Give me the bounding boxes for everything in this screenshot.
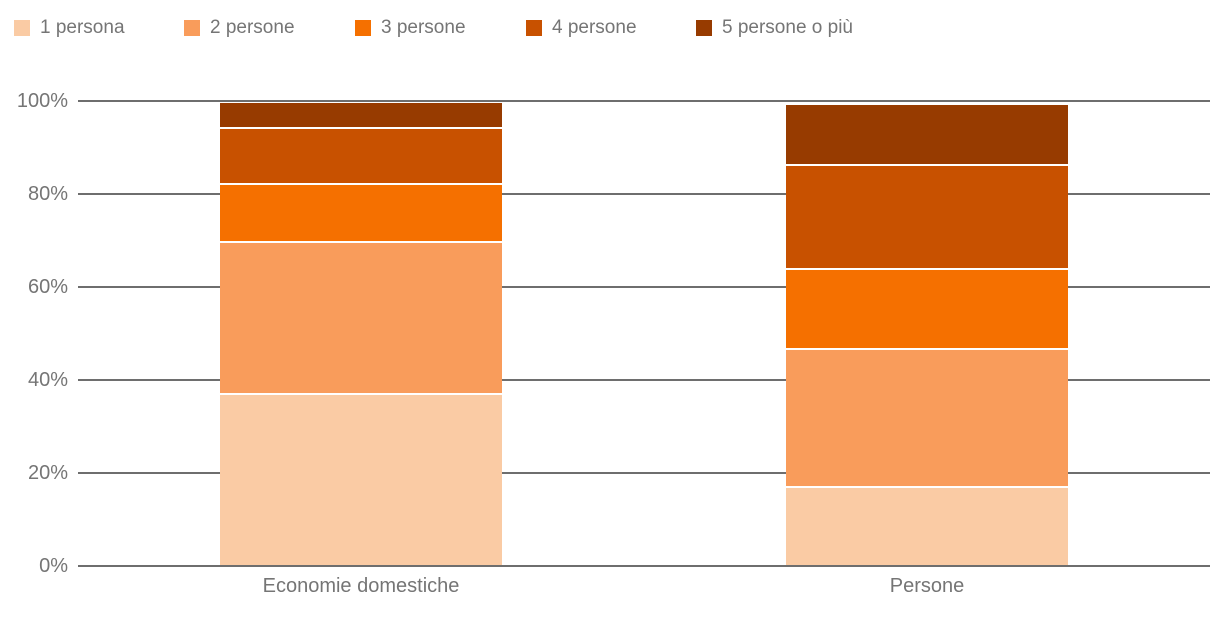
bar-segment-economie-domestiche-5[interactable]	[220, 103, 502, 127]
bar-segment-economie-domestiche-2[interactable]	[220, 243, 502, 393]
y-tick-label: 40%	[27, 369, 68, 391]
legend-item-2[interactable]: 2 persone	[184, 17, 295, 39]
y-tick-label: 0%	[39, 555, 68, 577]
legend-swatch-icon	[355, 20, 371, 36]
bar-segment-economie-domestiche-4[interactable]	[220, 128, 502, 184]
bar-segment-economie-domestiche-1[interactable]	[220, 394, 502, 566]
legend-label: 5 persone o più	[722, 17, 853, 38]
legend-item-1[interactable]: 1 persona	[14, 17, 125, 39]
legend-label: 2 persone	[210, 17, 295, 38]
legend-item-3[interactable]: 3 persone	[355, 17, 466, 39]
legend-swatch-icon	[526, 20, 542, 36]
gridline	[78, 379, 1210, 381]
legend-swatch-icon	[14, 20, 30, 36]
bar-segment-persone-2[interactable]	[786, 349, 1068, 486]
gridline	[78, 472, 1210, 474]
legend-swatch-icon	[696, 20, 712, 36]
y-tick-label: 60%	[27, 276, 68, 298]
legend-item-5[interactable]: 5 persone o più	[696, 17, 853, 39]
gridline	[78, 193, 1210, 195]
bar-segment-persone-1[interactable]	[786, 487, 1068, 566]
legend-item-4[interactable]: 4 persone	[526, 17, 637, 39]
gridline	[78, 100, 1210, 102]
legend-swatch-icon	[184, 20, 200, 36]
legend-label: 3 persone	[381, 17, 466, 38]
y-tick-label: 100%	[16, 90, 68, 112]
bar-segment-persone-4[interactable]	[786, 166, 1068, 268]
legend-label: 4 persone	[552, 17, 637, 38]
legend-label: 1 persona	[40, 17, 125, 38]
gridline	[78, 286, 1210, 288]
bar-segment-persone-5[interactable]	[786, 105, 1068, 165]
y-tick-label: 20%	[27, 462, 68, 484]
bar-segment-persone-3[interactable]	[786, 269, 1068, 348]
x-axis-line	[78, 565, 1210, 567]
x-axis-label: Persone	[889, 575, 965, 597]
bar-segment-economie-domestiche-3[interactable]	[220, 185, 502, 242]
x-axis-label: Economie domestiche	[262, 575, 460, 597]
y-tick-label: 80%	[27, 183, 68, 205]
